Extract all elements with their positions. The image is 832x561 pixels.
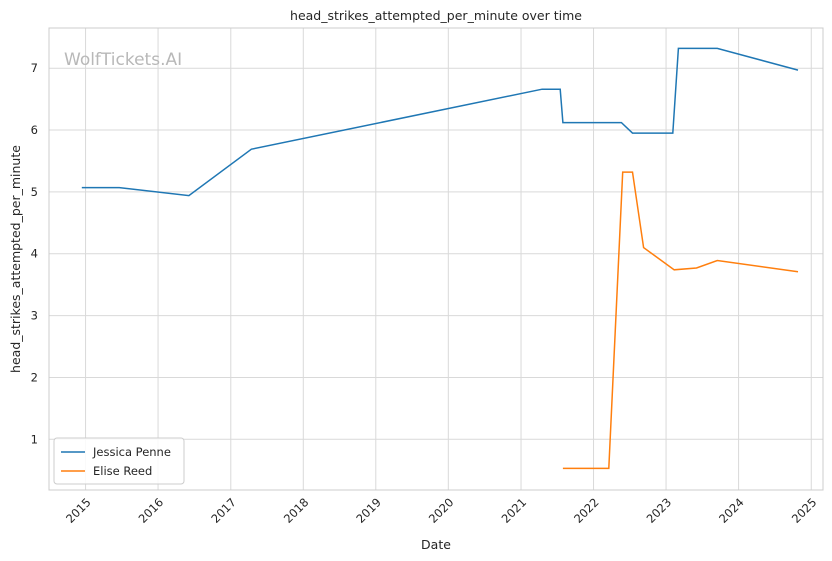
series-line-2	[562, 171, 799, 470]
x-tick-label: 2022	[571, 495, 602, 526]
plot-frame	[48, 27, 824, 491]
y-tick-label: 2	[31, 370, 38, 384]
x-tick-label: 2024	[716, 495, 747, 526]
x-tick-label: 2015	[63, 495, 94, 526]
y-tick-label: 1	[31, 432, 38, 446]
y-tick-label: 7	[31, 61, 38, 75]
x-tick-label: 2020	[426, 495, 457, 526]
legend-box	[53, 437, 185, 485]
legend-label: Elise Reed	[93, 464, 152, 478]
y-tick-label: 5	[31, 185, 38, 199]
y-tick-label: 3	[31, 309, 38, 323]
y-axis-label: head_strikes_attempted_per_minute	[8, 145, 23, 373]
y-tick-label: 6	[31, 123, 38, 137]
x-tick-label: 2018	[281, 495, 312, 526]
x-tick-label: 2017	[208, 495, 239, 526]
x-tick-label: 2025	[789, 495, 820, 526]
watermark-text: WolfTickets.AI	[64, 50, 182, 70]
legend-label: Jessica Penne	[92, 445, 171, 459]
y-axis-ticks: 1 2 3 4 5 6 7	[31, 61, 38, 446]
x-tick-label: 2019	[353, 495, 384, 526]
x-tick-label: 2021	[499, 495, 530, 526]
x-tick-label: 2023	[644, 495, 675, 526]
chart-title: head_strikes_attempted_per_minute over t…	[290, 8, 582, 23]
series-lines	[81, 47, 799, 470]
x-axis-ticks: 2015 2016 2017 2018 2019 2020 2021 2022 2023 2024…	[63, 495, 819, 526]
series-line-1	[81, 47, 799, 197]
grid-lines	[49, 28, 823, 490]
x-axis-label: Date	[421, 537, 451, 552]
x-tick-label: 2016	[136, 495, 167, 526]
legend: Jessica Penne Elise Reed	[53, 437, 185, 485]
y-tick-label: 4	[31, 247, 38, 261]
